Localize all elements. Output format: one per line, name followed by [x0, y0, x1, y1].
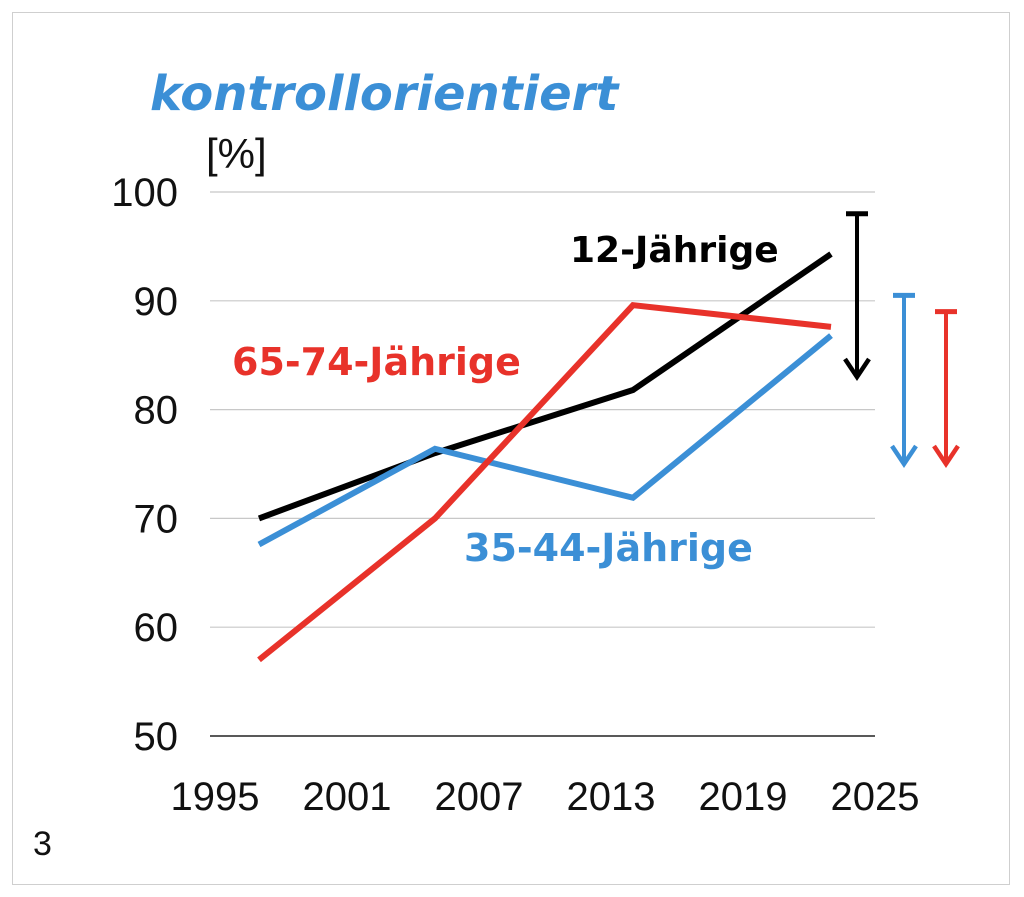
series-label: 35-44-Jährige [464, 526, 753, 570]
y-tick-label: 50 [134, 715, 179, 759]
y-tick-labels: 50 60 70 80 90 100 [111, 171, 178, 759]
x-tick-labels: 1995 2001 2007 2013 2019 2025 [171, 775, 920, 819]
gridlines [210, 191, 875, 737]
y-tick-label: 80 [134, 389, 179, 433]
y-tick-label: 90 [134, 280, 179, 324]
arrow-head [932, 444, 960, 469]
chart-title: kontrollorientiert [150, 66, 620, 122]
series-line [257, 333, 833, 548]
arrow-head [890, 444, 918, 469]
series-labels: 12-Jährige 35-44-Jährige 65-74-Jährige [232, 230, 779, 570]
x-tick-label: 2007 [435, 775, 524, 819]
figure-number: 3 [33, 825, 52, 863]
series-line [257, 251, 833, 522]
series-lines [257, 251, 833, 663]
x-tick-label: 2013 [567, 775, 656, 819]
series-line [257, 302, 832, 663]
x-tick-label: 2019 [699, 775, 788, 819]
x-tick-label: 1995 [171, 775, 260, 819]
y-axis-label: [%] [206, 130, 267, 177]
series-label: 12-Jährige [570, 230, 779, 271]
y-tick-label: 60 [134, 606, 179, 650]
y-tick-label: 70 [134, 497, 179, 541]
arrow-head [843, 357, 871, 382]
x-tick-label: 2001 [303, 775, 392, 819]
change-arrows [843, 211, 960, 469]
y-tick-label: 100 [111, 171, 178, 215]
series-label: 65-74-Jährige [232, 340, 521, 384]
x-tick-label: 2025 [831, 775, 920, 819]
figure-frame [12, 12, 1010, 885]
